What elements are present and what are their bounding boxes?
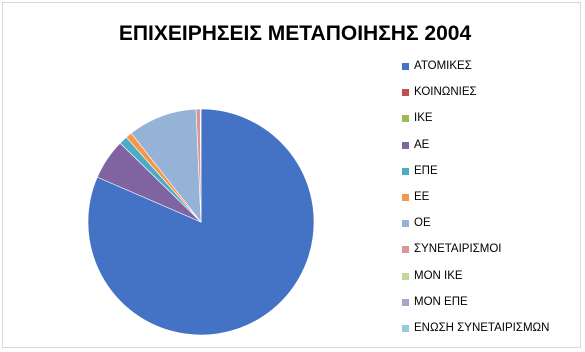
legend-label: ΕΠΕ xyxy=(414,164,438,177)
legend-swatch xyxy=(402,194,409,201)
legend-swatch xyxy=(402,298,409,306)
chart-title: ΕΠΙΧΕΙΡΗΣΕΙΣ ΜΕΤΑΠΟΙΗΣΗΣ 2004 xyxy=(118,22,472,45)
legend-swatch xyxy=(402,89,409,97)
legend-label: ΜΟΝ ΕΠΕ xyxy=(414,295,468,308)
legend-label: ΕΕ xyxy=(414,191,430,203)
legend-label: ΑΕ xyxy=(414,138,430,151)
legend-label: ΕΝΩΣΗ ΣΥΝΕΤΑΙΡΙΣΜΩΝ xyxy=(414,322,550,334)
legend-label: ΚΟΙΝΩΝΙΕΣ xyxy=(414,86,477,99)
legend-label: ΣΥΝΕΤΑΙΡΙΣΜΟΙ xyxy=(414,243,502,256)
legend-label: ΙΚΕ xyxy=(414,112,433,125)
legend-swatch xyxy=(402,325,409,332)
pie-slice-0 xyxy=(87,108,315,336)
legend-swatch xyxy=(402,272,409,280)
legend-label: ΟΕ xyxy=(414,217,431,230)
legend-swatch xyxy=(402,115,409,123)
legend-swatch xyxy=(402,167,409,175)
legend-swatch xyxy=(402,220,409,228)
legend-swatch xyxy=(402,63,409,70)
legend-swatch xyxy=(402,246,409,254)
legend-label: ΑΤΟΜΙΚΕΣ xyxy=(414,60,472,72)
legend-label: ΜΟΝ ΙΚΕ xyxy=(414,269,463,282)
legend-swatch xyxy=(402,141,409,149)
pie-slice-9 xyxy=(199,108,202,223)
